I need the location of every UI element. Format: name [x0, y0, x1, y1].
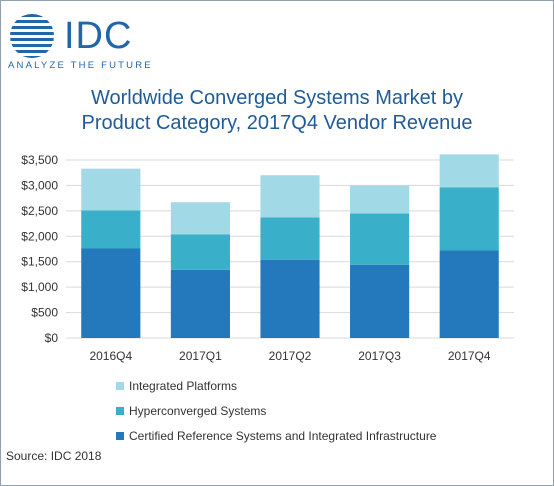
bar-segment [260, 175, 320, 218]
bar-segment [260, 259, 320, 338]
logo-wordmark: IDC [64, 15, 133, 57]
y-tick-label: $500 [31, 306, 58, 320]
legend-label-certified-reference-systems: Certified Reference Systems and Integrat… [129, 428, 437, 443]
chart-title: Worldwide Converged Systems Market by Pr… [0, 86, 554, 136]
y-tick-label: $0 [45, 331, 59, 345]
idc-logo: IDC ANALYZE THE FUTURE [8, 12, 151, 71]
chart-title-line-1: Worldwide Converged Systems Market by [91, 87, 463, 109]
bar-segment [81, 210, 141, 249]
x-tick-label: 2017Q1 [179, 349, 222, 363]
bar-segment [350, 213, 410, 265]
bar-segment [170, 234, 230, 270]
bar-segment [170, 202, 230, 235]
x-tick-label: 2017Q2 [269, 349, 312, 363]
bar-segment [350, 264, 410, 338]
bar-segment [350, 185, 410, 214]
bar-segment [81, 248, 141, 338]
legend-item-certified-reference-systems: Certified Reference Systems and Integrat… [116, 423, 436, 448]
logo-tagline: ANALYZE THE FUTURE [8, 60, 153, 71]
x-tick-label: 2016Q4 [89, 349, 132, 363]
bar-segment [170, 269, 230, 338]
y-tick-label: $3,000 [21, 178, 58, 192]
source-note: Source: IDC 2018 [6, 449, 102, 463]
globe-icon [10, 14, 54, 58]
y-tick-label: $1,500 [21, 255, 58, 269]
bar-segment [439, 154, 499, 188]
y-tick-label: $3,500 [21, 153, 58, 167]
chart-title-line-2: Product Category, 2017Q4 Vendor Revenue [81, 112, 473, 134]
y-tick-label: $1,000 [21, 280, 58, 294]
legend-swatch-certified-reference-systems [116, 431, 124, 440]
x-tick-label: 2017Q4 [448, 349, 491, 363]
chart-legend: Integrated Platforms Hyperconverged Syst… [116, 373, 436, 448]
legend-item-hyperconverged-systems: Hyperconverged Systems [116, 398, 436, 423]
legend-swatch-hyperconverged-systems [116, 406, 124, 415]
legend-label-integrated-platforms: Integrated Platforms [129, 378, 238, 393]
y-tick-label: $2,000 [21, 229, 58, 243]
bar-segment [439, 250, 499, 338]
x-tick-label: 2017Q3 [358, 349, 401, 363]
bar-segment [260, 217, 320, 260]
legend-item-integrated-platforms: Integrated Platforms [116, 373, 436, 398]
legend-swatch-integrated-platforms [116, 381, 124, 390]
legend-label-hyperconverged-systems: Hyperconverged Systems [129, 403, 267, 418]
bar-segment [439, 187, 499, 251]
bar-segment [81, 168, 141, 211]
y-tick-label: $2,500 [21, 204, 58, 218]
